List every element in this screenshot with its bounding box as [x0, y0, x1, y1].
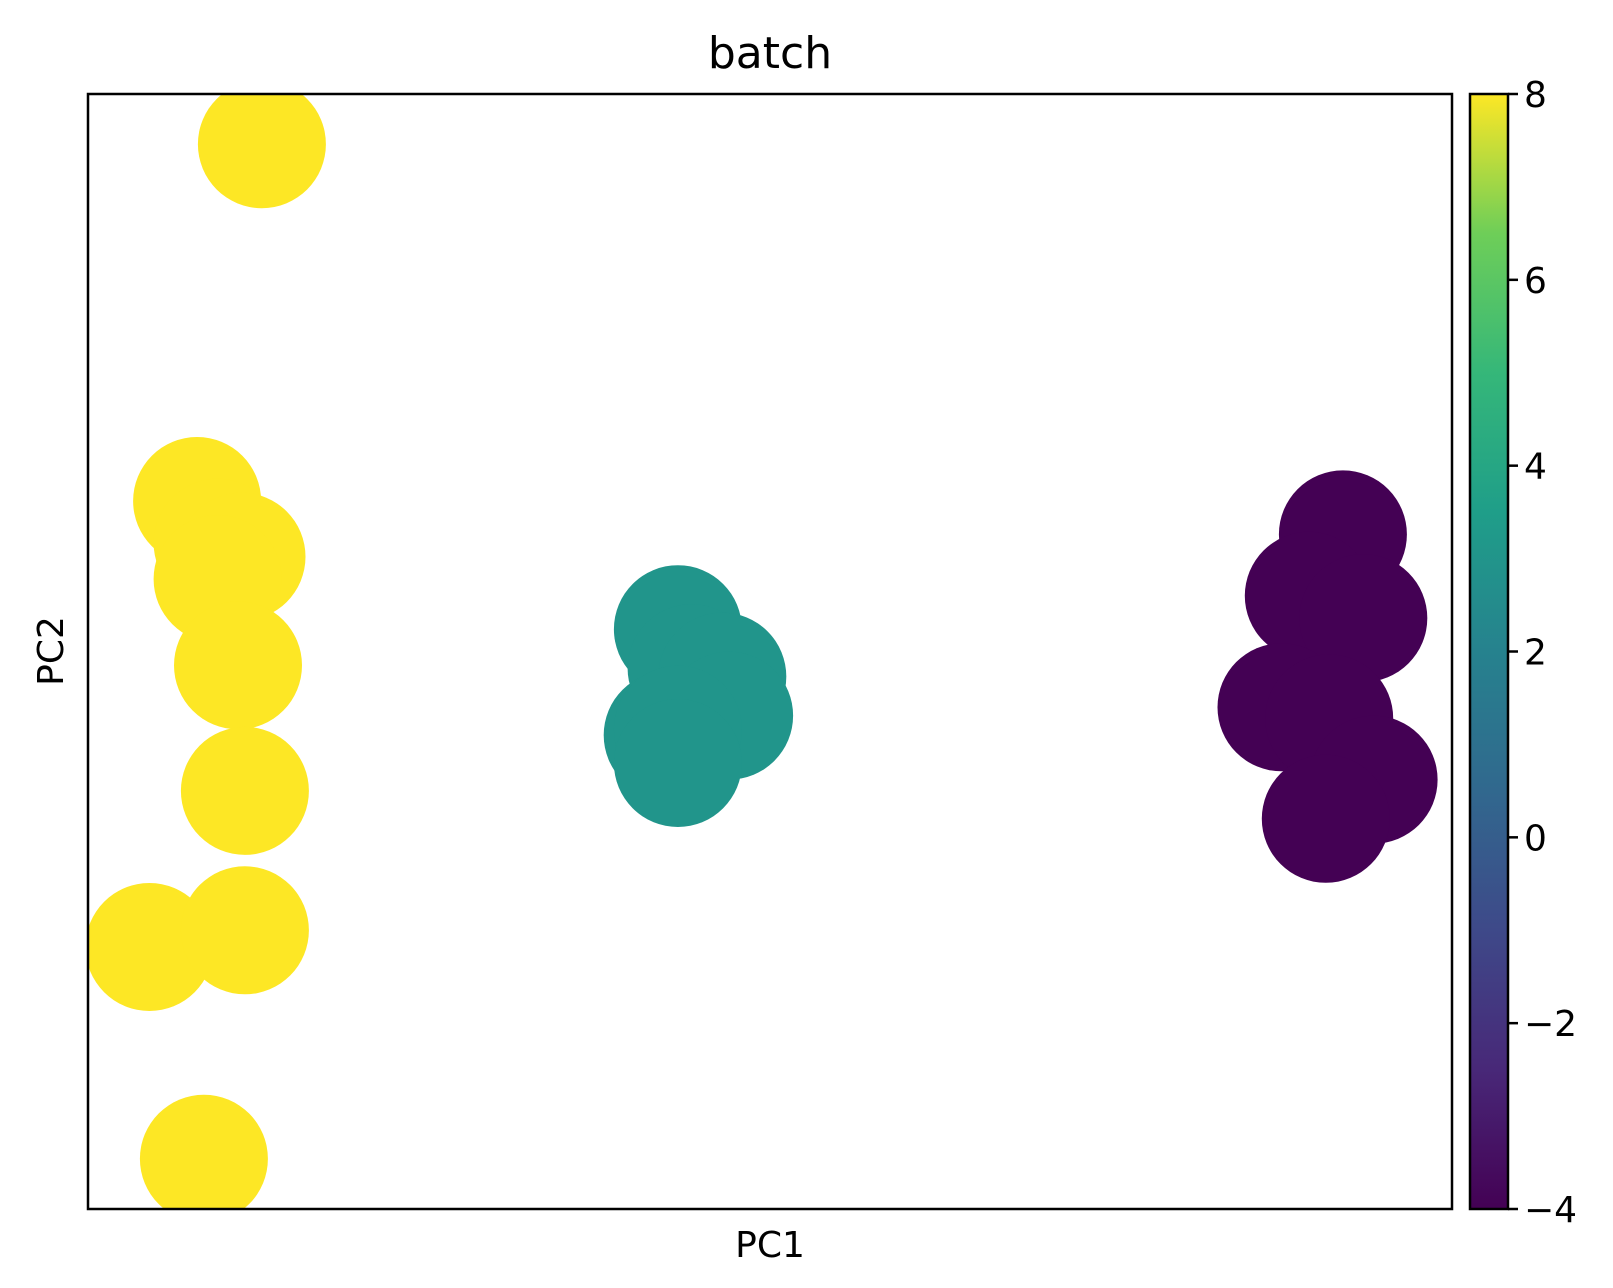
scatter-point-7 — [88, 883, 214, 1011]
colorbar-tick-label-5: −2 — [1524, 1004, 1577, 1045]
chart-title: batch — [708, 28, 832, 79]
y-axis-label: PC2 — [31, 616, 72, 686]
colorbar — [1468, 92, 1510, 1211]
colorbar-tick-label-4: 0 — [1524, 818, 1547, 859]
scatter-point-5 — [174, 601, 302, 730]
scatter-point-8 — [180, 866, 309, 995]
plot-frame — [86, 92, 1454, 1211]
colorbar-tick-label-0: 8 — [1524, 75, 1547, 116]
scatter-point-0 — [197, 94, 326, 209]
colorbar-tick-label-1: 6 — [1524, 261, 1547, 302]
scatter-point-6 — [180, 726, 309, 855]
colorbar-tick-label-3: 2 — [1524, 633, 1547, 674]
scatter-points — [88, 94, 1438, 1209]
scatter-point-19 — [1299, 554, 1428, 683]
colorbar-tick-label-6: −4 — [1524, 1190, 1577, 1231]
x-axis-label: PC1 — [735, 1225, 805, 1266]
scatter-point-23 — [1261, 754, 1390, 883]
scatter-point-9 — [139, 1094, 268, 1209]
colorbar-tick-label-2: 4 — [1524, 447, 1547, 488]
colorbar-ticks: 8 6 4 2 0 −2 −4 — [1508, 75, 1577, 1231]
scatter-point-16 — [613, 699, 742, 827]
